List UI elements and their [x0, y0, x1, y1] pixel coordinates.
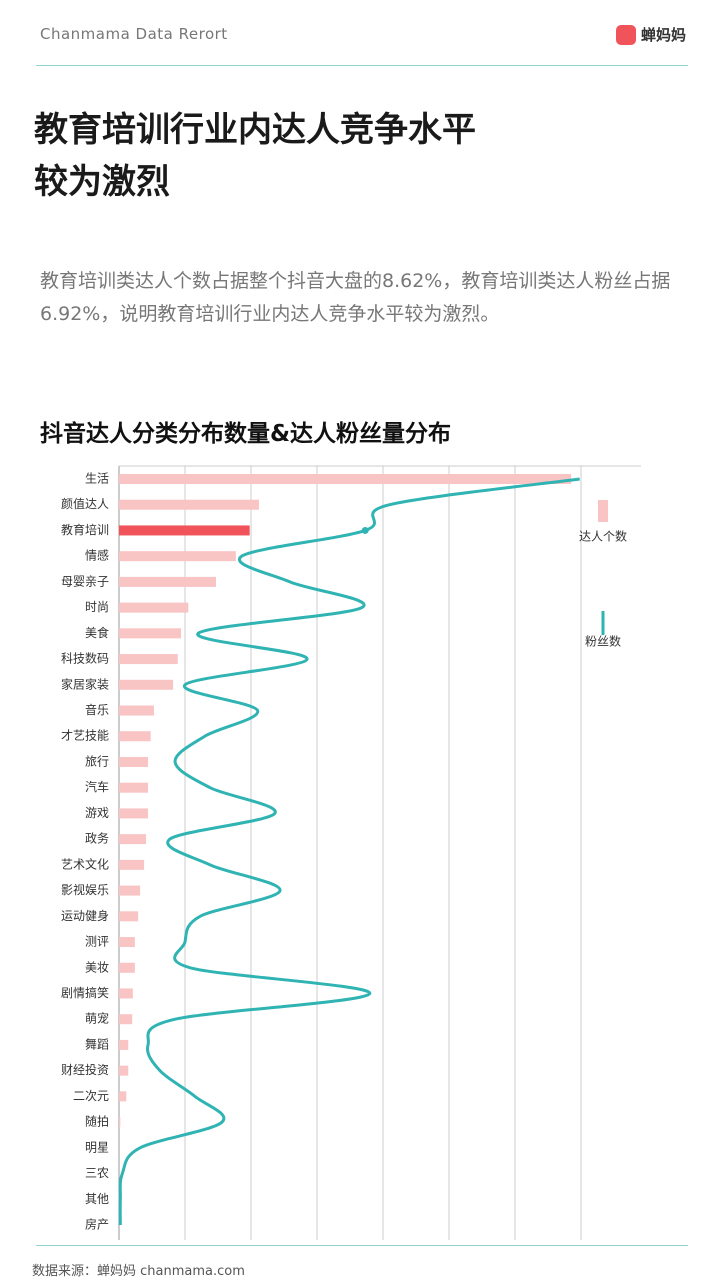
y-tick-label: 母婴亲子 [61, 574, 109, 588]
legend-label: 粉丝数 [585, 634, 621, 649]
bar [119, 911, 139, 922]
bar [119, 576, 217, 587]
y-tick-label: 明星 [85, 1140, 109, 1154]
y-tick-label: 政务 [85, 831, 109, 846]
bar [119, 859, 145, 870]
legend-swatch [601, 611, 605, 635]
bar [119, 962, 135, 973]
y-tick-label: 运动健身 [61, 908, 109, 923]
chart-title: 抖音达人分类分布数量&达人粉丝量分布 [40, 421, 452, 447]
bar [119, 474, 572, 484]
y-tick-label: 三农 [85, 1166, 109, 1180]
logo-icon [615, 24, 636, 45]
y-tick-label: 影视娱乐 [61, 882, 109, 897]
bar [119, 1014, 133, 1025]
y-tick-label: 科技数码 [61, 651, 109, 666]
y-tick-label: 才艺技能 [61, 729, 109, 743]
bar [119, 525, 250, 536]
title-line: 教育培训行业内达人竞争水平 [34, 110, 476, 150]
bar [119, 782, 149, 793]
bar [119, 731, 151, 742]
y-tick-label: 随拍 [85, 1114, 109, 1129]
fans-line [118, 477, 580, 1226]
y-tick-label: 房产 [85, 1217, 109, 1232]
header-brand: Chanmama Data Rerort [40, 25, 228, 43]
paragraph: 教育培训类达人个数占据整个抖音大盘的8.62%，教育培训类达人粉丝占据6.92%… [40, 270, 671, 325]
logo: 蝉妈妈 [615, 24, 686, 45]
bar [119, 654, 178, 665]
bar [119, 808, 149, 819]
bar [119, 885, 141, 896]
logo-text: 蝉妈妈 [640, 26, 686, 44]
bar [119, 988, 133, 999]
bar [119, 1117, 121, 1128]
y-tick-label: 财经投资 [61, 1062, 109, 1077]
header-rule [36, 65, 688, 66]
y-tick-label: 其他 [85, 1192, 109, 1206]
page-title: 教育培训行业内达人竞争水平 较为激烈 [34, 104, 476, 208]
bar [119, 628, 182, 639]
y-tick-label: 二次元 [73, 1089, 109, 1103]
bar [119, 679, 174, 690]
y-tick-label: 萌宠 [85, 1011, 109, 1026]
y-tick-label: 旅行 [85, 754, 109, 768]
y-tick-label: 剧情搞笑 [61, 985, 109, 1000]
y-tick-label: 美食 [85, 625, 109, 640]
bar [119, 1065, 129, 1076]
bar [119, 602, 189, 613]
y-tick-label: 时尚 [85, 600, 109, 614]
legend-label: 达人个数 [579, 529, 627, 544]
highlight-dot [361, 526, 369, 534]
bar [119, 1039, 129, 1050]
y-tick-label: 游戏 [85, 806, 109, 820]
footer: 数据来源：蝉妈妈 chanmama.com [32, 1264, 245, 1279]
footer-rule [36, 1245, 688, 1246]
y-tick-label: 教育培训 [61, 522, 109, 537]
y-tick-label: 美妆 [85, 960, 109, 974]
y-tick-label: 舞蹈 [85, 1037, 109, 1051]
bar [119, 499, 259, 510]
title-line: 较为激烈 [34, 162, 170, 202]
bar [119, 937, 135, 948]
y-tick-label: 测评 [85, 935, 109, 949]
bar [119, 756, 149, 767]
bar [119, 705, 154, 716]
y-tick-label: 生活 [85, 472, 109, 486]
y-tick-label: 汽车 [85, 779, 109, 794]
bar [119, 551, 236, 562]
y-tick-label: 家居家装 [61, 676, 109, 691]
bar [119, 1091, 127, 1102]
y-tick-label: 艺术文化 [61, 856, 109, 871]
y-tick-label: 颜值达人 [61, 496, 109, 511]
legend-swatch [598, 500, 608, 522]
y-tick-label: 音乐 [85, 702, 109, 717]
bar [119, 834, 147, 845]
y-tick-label: 情感 [85, 548, 109, 563]
